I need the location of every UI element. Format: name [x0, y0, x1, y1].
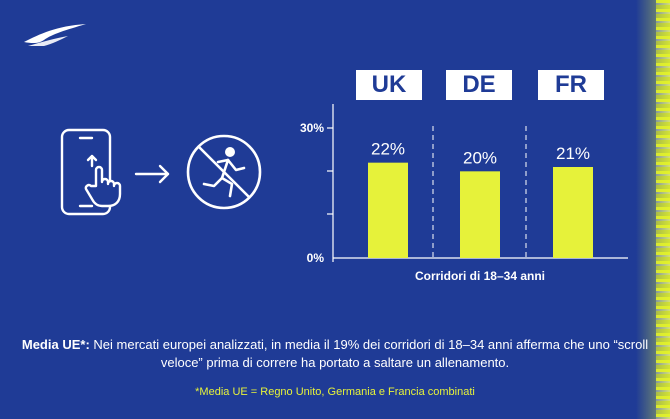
caption: Media UE*: Nei mercati europei analizzat… [20, 336, 650, 372]
bar-fr [553, 167, 593, 258]
market-tag-fr: FR [538, 70, 604, 100]
arrow-right-icon [134, 164, 170, 184]
value-label-fr: 21% [556, 144, 590, 163]
market-tag-uk: UK [356, 70, 422, 100]
bar-uk [368, 162, 408, 258]
value-label-uk: 22% [371, 140, 405, 159]
phone-scroll-icon [60, 128, 122, 216]
y-tick-label-top: 30% [300, 121, 324, 135]
behavior-icons [60, 128, 262, 216]
yellow-edge-texture-inner [656, 0, 670, 419]
no-running-icon [186, 134, 262, 210]
market-tag-de: DE [446, 70, 512, 100]
bars-group: 22% 20% 21% [368, 140, 593, 258]
value-label-de: 20% [463, 148, 497, 167]
bar-de [460, 171, 500, 258]
caption-text: Nei mercati europei analizzati, in media… [89, 337, 649, 370]
caption-lead: Media UE*: [21, 337, 90, 352]
y-tick-label-bottom: 0% [307, 251, 325, 265]
x-axis-label: Corridori di 18–34 anni [415, 269, 545, 283]
chevron-swoosh-logo-icon [24, 24, 86, 46]
footnote: *Media UE = Regno Unito, Germania e Fran… [195, 386, 475, 398]
